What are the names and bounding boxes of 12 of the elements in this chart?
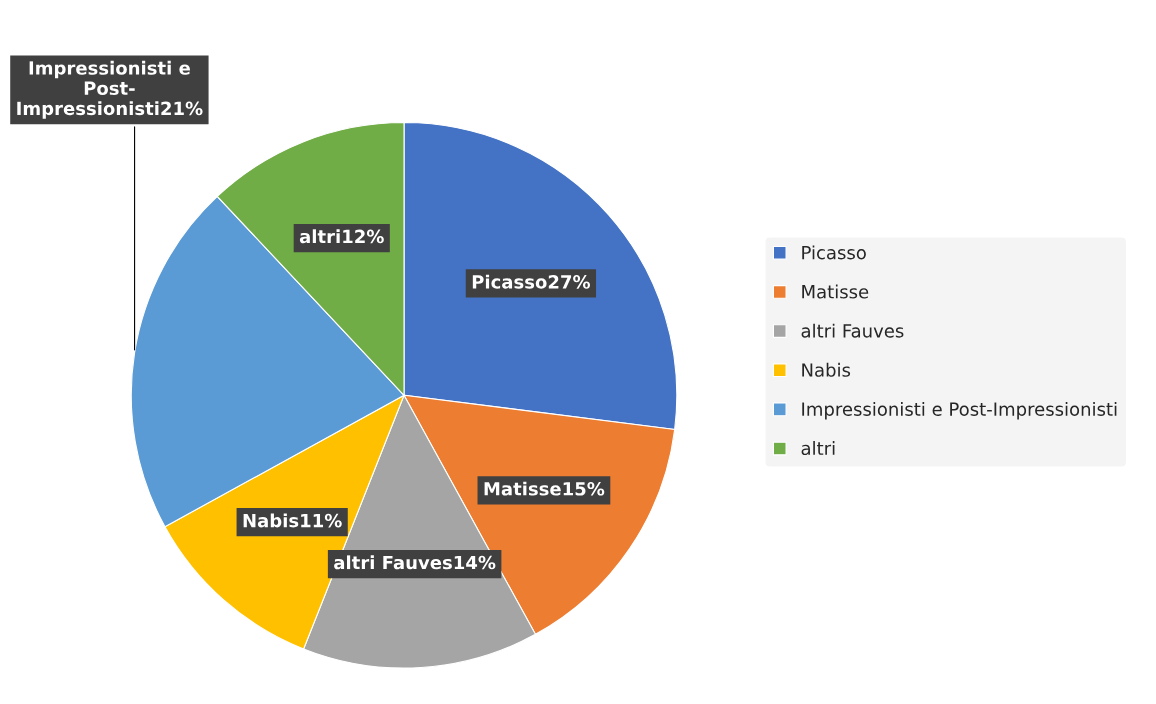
legend-label: altri Fauves xyxy=(801,323,904,338)
data-label: Matisse15% xyxy=(484,481,605,496)
data-label: Nabis11% xyxy=(243,513,342,528)
data-label: Impressionisti e Post- Impressionisti21% xyxy=(17,60,203,119)
legend-label: Nabis xyxy=(802,362,851,377)
legend-label: Impressionisti e Post-Impressionisti xyxy=(802,401,1117,420)
data-label: altri Fauves14% xyxy=(334,555,496,570)
legend-label: Picasso xyxy=(802,245,866,260)
legend-label: altri xyxy=(801,441,835,456)
data-label: altri12% xyxy=(299,229,384,244)
data-label: Picasso27% xyxy=(472,274,591,289)
legend-label: Matisse xyxy=(802,284,869,299)
